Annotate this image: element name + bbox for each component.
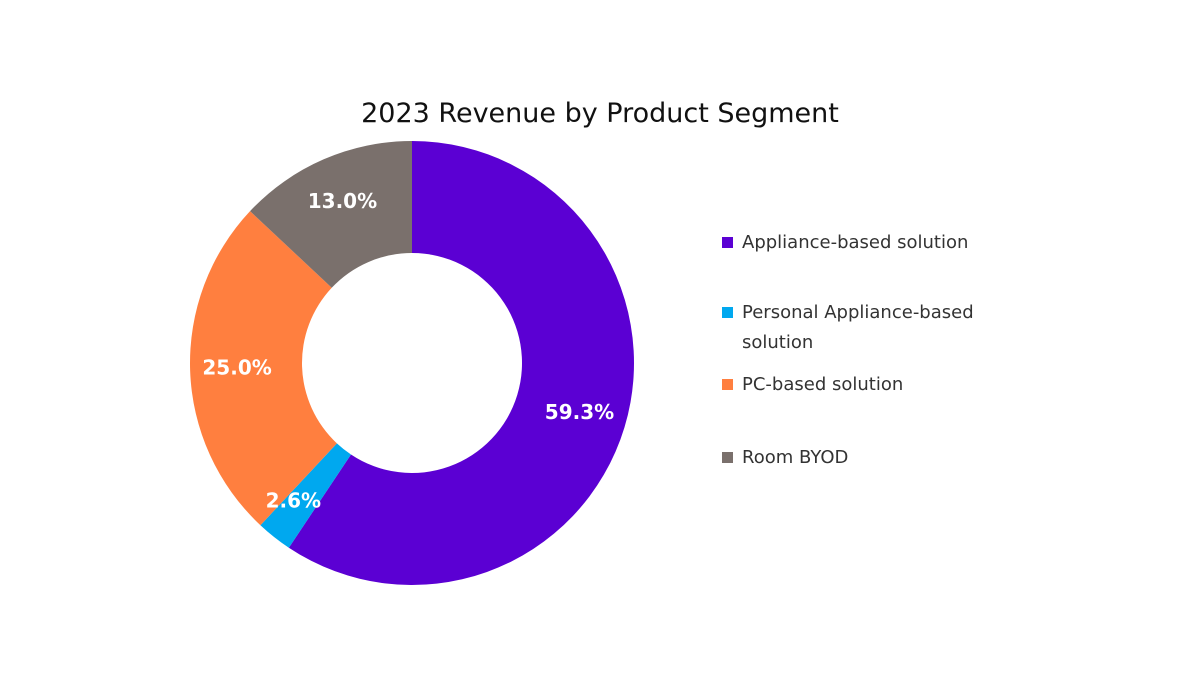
legend-swatch-personal-appliance-based-solution [722, 307, 733, 318]
slice-label-personal-appliance-based-solution: 2.6% [266, 489, 321, 513]
legend-item-appliance-based-solution: Appliance-based solution [722, 228, 1042, 258]
legend-item-personal-appliance-based-solution: Personal Appliance-based solution [722, 298, 1042, 358]
slice-labels: 59.3% 2.6% 25.0% 13.0% [202, 189, 614, 513]
slice-label-pc-based-solution: 25.0% [202, 355, 271, 379]
legend-swatch-pc-based-solution [722, 379, 733, 390]
legend-label-appliance-based-solution: Appliance-based solution [742, 232, 969, 253]
legend-swatch-room-byod [722, 452, 733, 463]
slice-label-room-byod: 13.0% [308, 189, 377, 213]
slice-pc-based-solution [189, 211, 337, 526]
chart-title: 2023 Revenue by Product Segment [361, 98, 839, 129]
legend-swatch-appliance-based-solution [722, 237, 733, 248]
slice-personal-appliance-based-solution [260, 443, 351, 548]
legend-item-pc-based-solution: PC-based solution [722, 370, 1042, 400]
slice-room-byod [250, 141, 412, 288]
legend-item-room-byod: Room BYOD [722, 443, 1042, 473]
donut-slices [189, 141, 634, 585]
legend-label-room-byod: Room BYOD [742, 447, 849, 468]
slice-label-appliance-based-solution: 59.3% [545, 400, 614, 424]
legend-label-personal-appliance-based-solution: Personal Appliance-based solution [742, 302, 974, 353]
slice-appliance-based-solution [288, 141, 634, 585]
legend-label-pc-based-solution: PC-based solution [742, 374, 904, 395]
